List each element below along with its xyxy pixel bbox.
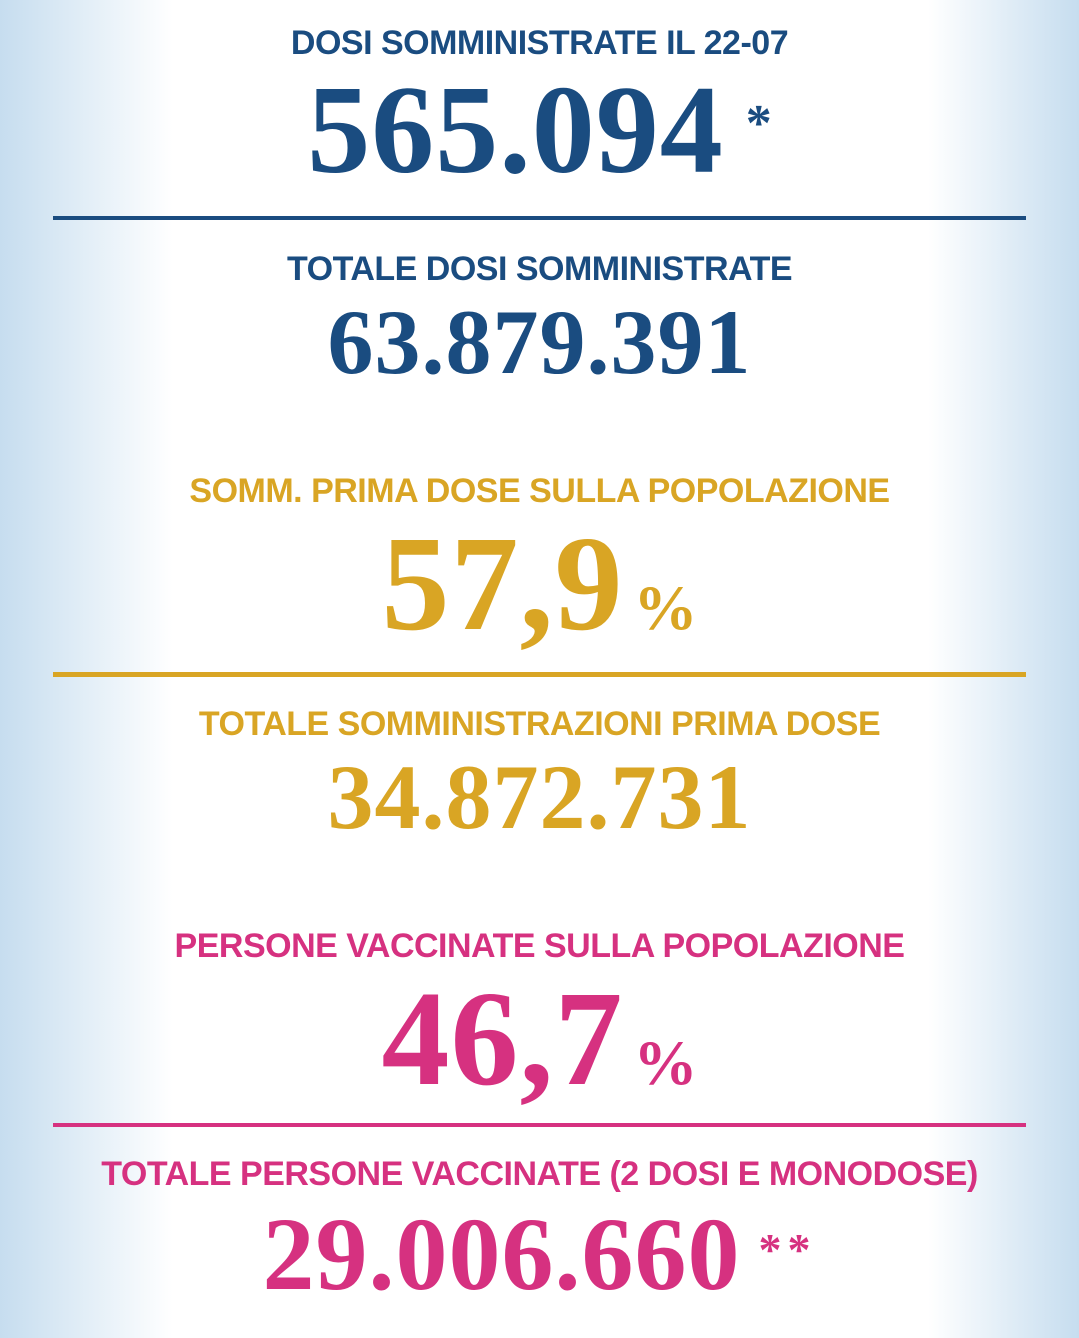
percent-sign: % xyxy=(633,572,698,643)
stat-vaccinated-percent-label: PERSONE VACCINATE SULLA POPOLAZIONE xyxy=(174,927,905,965)
stat-daily-doses-number: 565.094 xyxy=(307,61,724,200)
stat-daily-doses: DOSI SOMMINISTRATE IL 22-07 565.094 * xyxy=(0,24,1079,194)
stat-vaccinated-percent-value: 46,7% xyxy=(0,971,1079,1107)
stat-first-dose-percent-label: SOMM. PRIMA DOSE SULLA POPOLAZIONE xyxy=(189,472,890,510)
footnote-asterisk: * xyxy=(745,95,772,152)
divider-gold xyxy=(53,672,1026,677)
stat-daily-doses-value: 565.094 * xyxy=(0,68,1079,194)
stat-total-doses-value: 63.879.391 xyxy=(327,291,752,393)
stat-vaccinated-total-value: 29.006.660 ** xyxy=(0,1203,1079,1307)
stat-first-dose-total: TOTALE SOMMINISTRAZIONI PRIMA DOSE 34.87… xyxy=(0,705,1079,843)
stat-first-dose-total-label: TOTALE SOMMINISTRAZIONI PRIMA DOSE xyxy=(198,705,881,743)
percent-sign: % xyxy=(633,1027,698,1098)
stat-vaccinated-total-label: TOTALE PERSONE VACCINATE (2 DOSI E MONOD… xyxy=(101,1155,978,1193)
stat-vaccinated-total-number: 29.006.660 xyxy=(262,1197,741,1312)
stat-first-dose-total-value: 34.872.731 xyxy=(327,746,752,848)
stat-vaccinated-total: TOTALE PERSONE VACCINATE (2 DOSI E MONOD… xyxy=(0,1155,1079,1307)
stat-vaccinated-percent: PERSONE VACCINATE SULLA POPOLAZIONE 46,7… xyxy=(0,927,1079,1107)
stat-total-doses: TOTALE DOSI SOMMINISTRATE 63.879.391 xyxy=(0,250,1079,388)
divider-pink xyxy=(53,1123,1026,1127)
footnote-double-asterisk: ** xyxy=(758,1224,817,1275)
stat-first-dose-percent-value: 57,9% xyxy=(0,516,1079,652)
stat-vaccinated-percent-number: 46,7 xyxy=(381,964,624,1114)
stat-first-dose-percent-number: 57,9 xyxy=(381,509,624,659)
stat-daily-doses-label: DOSI SOMMINISTRATE IL 22-07 xyxy=(290,24,789,62)
stat-first-dose-percent: SOMM. PRIMA DOSE SULLA POPOLAZIONE 57,9% xyxy=(0,472,1079,652)
divider-blue xyxy=(53,216,1026,220)
stat-total-doses-label: TOTALE DOSI SOMMINISTRATE xyxy=(286,250,793,288)
